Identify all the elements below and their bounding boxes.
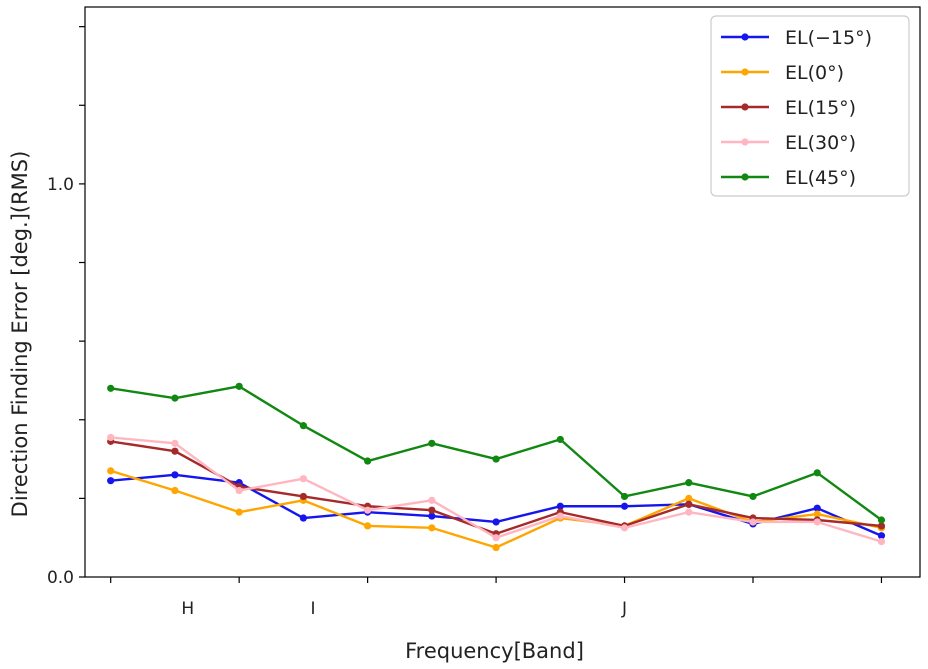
legend-label: EL(45°)	[785, 167, 856, 189]
axes: 0.0 1.0 H I J Frequency[Band] Direction Findin…	[8, 6, 921, 663]
data-point	[685, 500, 693, 508]
legend-box	[710, 15, 910, 197]
data-point	[556, 512, 564, 520]
data-point	[171, 394, 179, 402]
data-point	[813, 469, 821, 477]
data-point	[813, 510, 821, 518]
data-point	[428, 496, 436, 504]
data-point	[685, 508, 693, 516]
legend-item: EL(45°)	[721, 167, 856, 189]
legend-item: EL(−15°)	[721, 27, 872, 49]
x-axis-title: Frequency[Band]	[405, 639, 584, 663]
x-band-label: I	[311, 599, 316, 619]
data-point	[299, 514, 307, 522]
series-line	[110, 436, 882, 543]
x-band-label: J	[621, 599, 627, 619]
data-point	[299, 492, 307, 501]
series-lines	[107, 382, 886, 552]
data-point	[492, 455, 500, 463]
data-point	[235, 508, 243, 516]
legend-label: EL(−15°)	[785, 27, 872, 49]
legend-label: EL(15°)	[785, 97, 856, 119]
x-band-label: H	[181, 599, 194, 619]
data-point	[749, 518, 757, 526]
data-point	[364, 522, 372, 530]
legend-label: EL(0°)	[785, 62, 844, 84]
legend-item: EL(0°)	[721, 62, 844, 84]
data-point	[813, 504, 821, 512]
data-point	[877, 538, 886, 546]
data-point	[620, 524, 629, 532]
data-point	[492, 534, 500, 542]
data-point	[685, 479, 693, 487]
data-point	[813, 518, 821, 526]
legend-label: EL(30°)	[785, 132, 856, 154]
data-point	[299, 422, 307, 430]
data-point	[364, 506, 372, 514]
data-point	[428, 512, 436, 520]
series-4	[107, 382, 886, 524]
data-point	[171, 471, 179, 479]
data-point	[107, 477, 115, 485]
data-point	[685, 494, 693, 502]
data-point	[171, 439, 179, 447]
data-point	[171, 486, 179, 495]
data-point	[620, 492, 629, 501]
data-point	[749, 492, 757, 501]
data-point	[235, 382, 243, 390]
data-point	[877, 522, 886, 530]
data-point	[877, 516, 886, 524]
series-3	[107, 433, 886, 546]
series-0	[107, 471, 886, 540]
data-point	[492, 543, 500, 552]
data-point	[364, 457, 372, 465]
data-point	[428, 506, 436, 514]
legend-swatch-marker	[741, 33, 749, 41]
data-point	[171, 447, 179, 455]
legend-swatch-marker	[741, 103, 749, 111]
data-point	[556, 502, 564, 510]
data-point	[428, 524, 436, 532]
data-point	[107, 467, 115, 475]
data-point	[107, 384, 115, 392]
data-point	[620, 502, 629, 510]
y-tick-label: 0.0	[47, 568, 74, 588]
legend-item: EL(30°)	[721, 132, 856, 154]
legend-swatch-marker	[741, 68, 749, 76]
series-line	[110, 473, 882, 537]
y-tick-label: 1.0	[47, 175, 74, 195]
data-point	[235, 486, 243, 495]
legend-swatch-marker	[741, 138, 749, 146]
data-point	[107, 433, 115, 442]
legend-item: EL(15°)	[721, 97, 856, 119]
legend: EL(−15°) EL(0°) EL(15°) EL(30°) EL(45°)	[710, 15, 910, 197]
series-line	[110, 385, 883, 521]
legend-swatch-marker	[741, 173, 749, 181]
y-axis-title: Direction Finding Error [deg.](RMS)	[8, 151, 32, 518]
data-point	[428, 439, 436, 447]
plot-frame	[84, 6, 921, 578]
data-point	[556, 435, 564, 444]
data-point	[299, 475, 307, 483]
data-point	[877, 532, 886, 540]
data-point	[492, 518, 500, 526]
